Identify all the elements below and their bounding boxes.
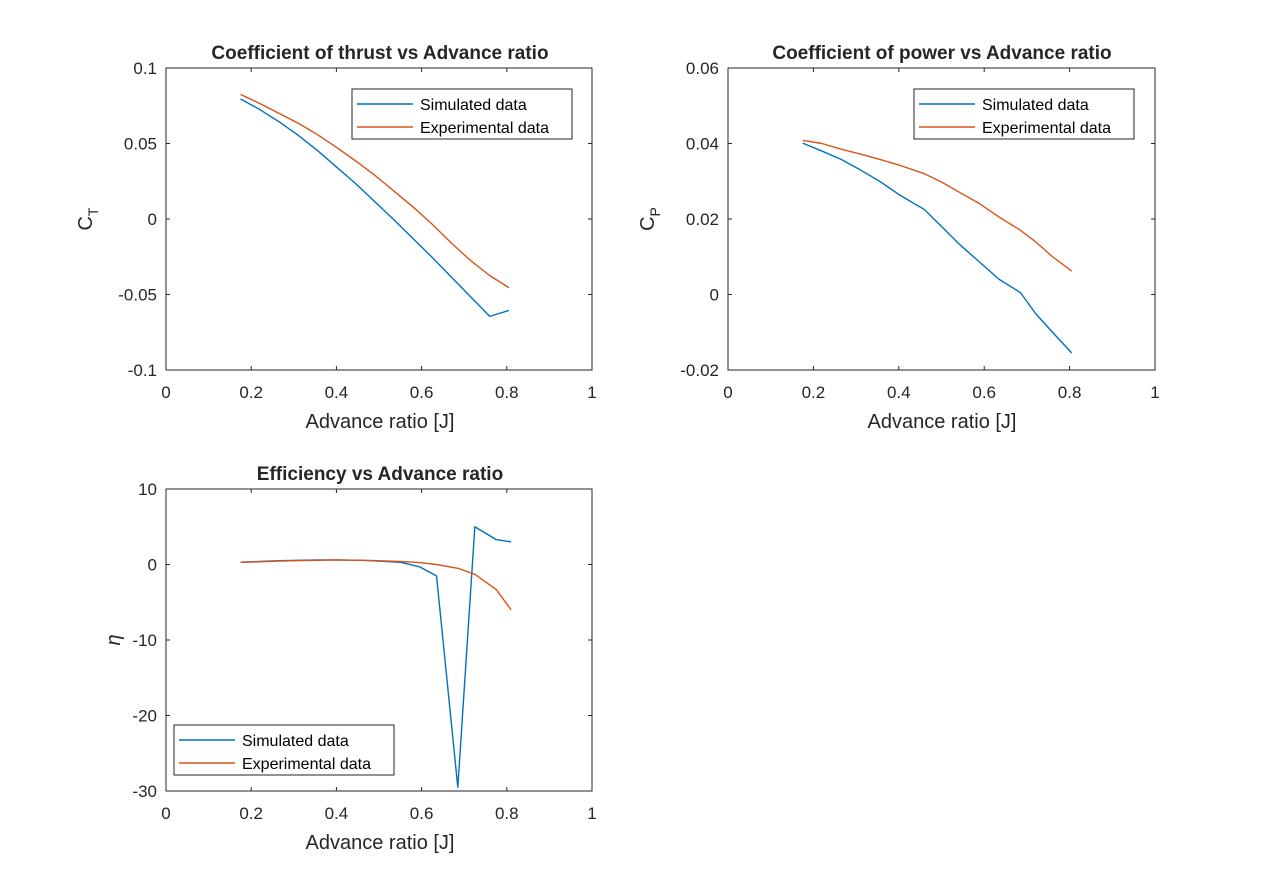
thrust-series-experimental xyxy=(240,93,510,289)
thrust-series-simulated xyxy=(240,98,510,318)
thrust-legend-box xyxy=(351,88,573,140)
thrust-legend: Simulated data Experimental data xyxy=(351,88,573,140)
efficiency-xtick-label: 0.4 xyxy=(325,804,349,823)
thrust-xtick-label: 0.2 xyxy=(239,383,263,402)
thrust-legend-label-simulated: Simulated data xyxy=(420,97,527,114)
thrust-xtick-label: 1 xyxy=(587,383,596,402)
power-xtick-label: 0.6 xyxy=(972,383,996,402)
power-ytick-label: 0.06 xyxy=(686,59,719,78)
thrust-xtick-label: 0 xyxy=(161,383,170,402)
power-legend-label-experimental: Experimental data xyxy=(982,120,1111,137)
efficiency-subplot: Efficiency vs Advance ratio 0 0.2 0.4 0.6 0.… xyxy=(103,464,597,854)
power-legend-label-simulated: Simulated data xyxy=(982,97,1089,114)
thrust-ytick-label: -0.1 xyxy=(128,361,157,380)
power-xtick-label: 0.2 xyxy=(802,383,826,402)
power-series-simulated xyxy=(802,142,1073,354)
thrust-xtick-label: 0.4 xyxy=(325,383,349,402)
thrust-xtick-label: 0.6 xyxy=(410,383,434,402)
efficiency-xlabel: Advance ratio [J] xyxy=(306,832,455,854)
efficiency-xtick-label: 0.2 xyxy=(239,804,263,823)
efficiency-legend: Simulated data Experimental data xyxy=(173,724,395,776)
power-ylabel-sub: P xyxy=(647,207,663,216)
efficiency-title: Efficiency vs Advance ratio xyxy=(257,464,503,485)
efficiency-ytick-label: 10 xyxy=(138,480,157,499)
power-series xyxy=(802,139,1073,354)
efficiency-series xyxy=(240,526,512,788)
efficiency-legend-label-simulated: Simulated data xyxy=(242,733,349,750)
power-xlabel: Advance ratio [J] xyxy=(868,411,1017,433)
thrust-xlabel: Advance ratio [J] xyxy=(306,411,455,433)
efficiency-ytick-label: -30 xyxy=(132,782,157,801)
power-ytick-label: 0.04 xyxy=(686,135,719,154)
power-xtick-label: 0.4 xyxy=(887,383,911,402)
thrust-title: Coefficient of thrust vs Advance ratio xyxy=(211,43,548,64)
thrust-xtick-label: 0.8 xyxy=(495,383,519,402)
power-ytick-label: 0 xyxy=(710,286,719,305)
thrust-ticks: 0 0.2 0.4 0.6 0.8 1 -0.1 -0.05 0 0.05 0.1 xyxy=(118,59,596,402)
efficiency-ticks: 0 0.2 0.4 0.6 0.8 1 -30 -20 -10 0 10 xyxy=(132,480,596,823)
efficiency-xtick-label: 0 xyxy=(161,804,170,823)
efficiency-ylabel: η xyxy=(103,634,125,645)
power-ytick-label: -0.02 xyxy=(680,361,719,380)
thrust-legend-label-experimental: Experimental data xyxy=(420,120,549,137)
power-xtick-label: 0.8 xyxy=(1058,383,1082,402)
thrust-series xyxy=(240,93,510,318)
thrust-ytick-label: -0.05 xyxy=(118,286,157,305)
efficiency-ytick-label: -10 xyxy=(132,631,157,650)
efficiency-ytick-label: 0 xyxy=(148,556,157,575)
thrust-ytick-label: 0 xyxy=(148,210,157,229)
power-legend: Simulated data Experimental data xyxy=(913,88,1135,140)
power-ylabel: CP xyxy=(637,207,663,231)
power-ytick-label: 0.02 xyxy=(686,210,719,229)
power-subplot: Coefficient of power vs Advance ratio 0 0… xyxy=(637,43,1160,433)
thrust-subplot: Coefficient of thrust vs Advance ratio 0… xyxy=(75,43,597,433)
thrust-ytick-label: 0.05 xyxy=(124,135,157,154)
efficiency-xtick-label: 1 xyxy=(587,804,596,823)
efficiency-legend-label-experimental: Experimental data xyxy=(242,756,371,773)
power-legend-box xyxy=(913,88,1135,140)
power-ylabel-main: C xyxy=(637,216,659,230)
power-series-experimental xyxy=(802,139,1073,272)
power-xtick-label: 0 xyxy=(723,383,732,402)
thrust-ylabel-sub: T xyxy=(85,207,101,216)
thrust-ylabel-main: C xyxy=(75,216,97,230)
efficiency-series-experimental xyxy=(240,559,512,611)
thrust-ytick-label: 0.1 xyxy=(133,59,157,78)
efficiency-xtick-label: 0.6 xyxy=(410,804,434,823)
efficiency-xtick-label: 0.8 xyxy=(495,804,519,823)
thrust-ylabel: CT xyxy=(75,207,101,230)
power-title: Coefficient of power vs Advance ratio xyxy=(772,43,1111,64)
efficiency-legend-box xyxy=(173,724,395,776)
efficiency-ytick-label: -20 xyxy=(132,707,157,726)
power-xtick-label: 1 xyxy=(1150,383,1159,402)
